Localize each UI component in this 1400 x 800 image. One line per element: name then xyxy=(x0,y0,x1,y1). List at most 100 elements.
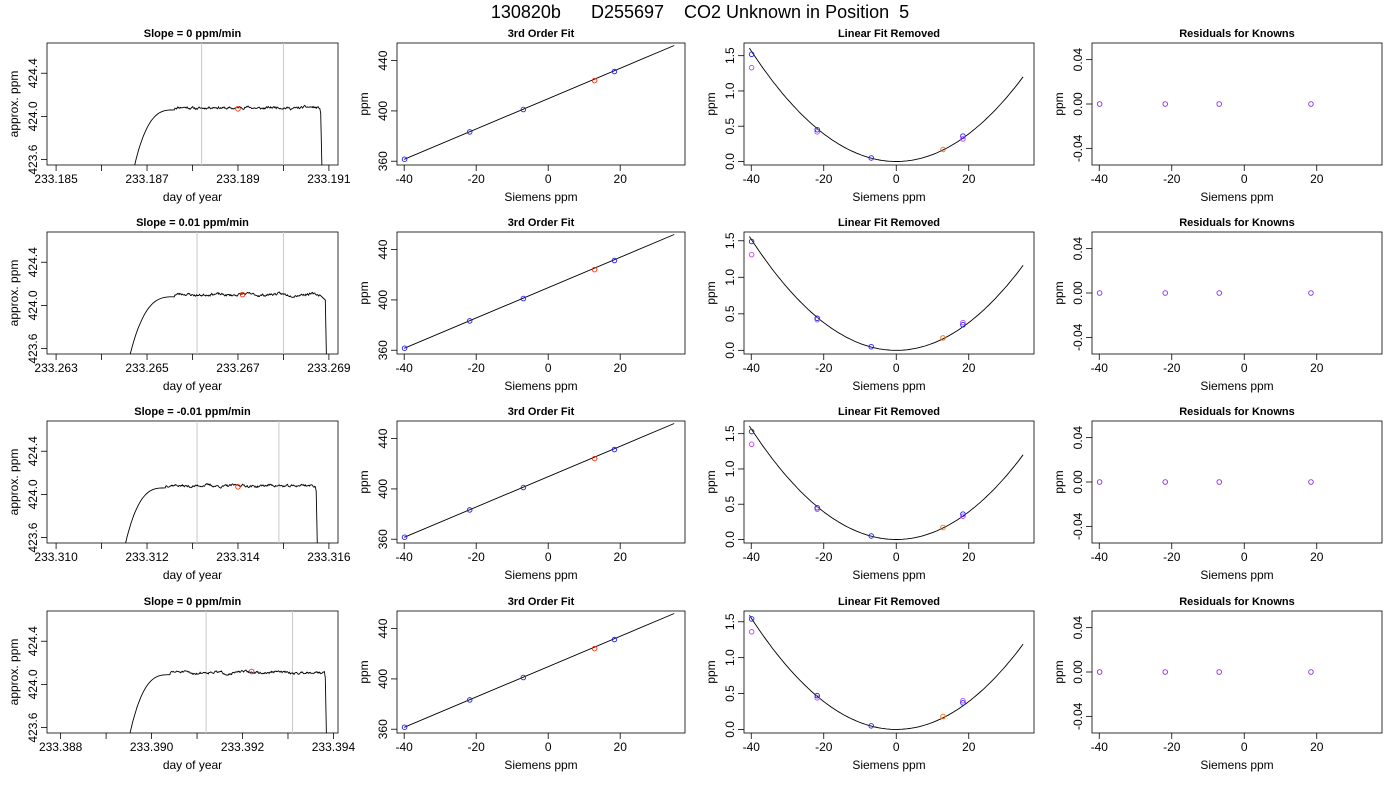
y-tick-label: 1.5 xyxy=(723,613,737,630)
y-tick-label: 424.4 xyxy=(26,626,40,656)
x-tick-label: 0 xyxy=(893,740,900,754)
panel-title: 3rd Order Fit xyxy=(508,217,575,229)
panel-title: Residuals for Knowns xyxy=(1179,406,1295,418)
x-tick-label: 233.185 xyxy=(34,172,78,186)
plot-frame xyxy=(396,610,686,734)
x-tick-label: -20 xyxy=(1163,740,1181,754)
known-point xyxy=(960,133,966,139)
unknown-point xyxy=(940,146,946,153)
plot-area xyxy=(1096,101,1314,107)
x-tick-label: 233.263 xyxy=(34,361,78,375)
known-point xyxy=(520,295,527,302)
y-axis-label: ppm xyxy=(1052,281,1066,304)
y-axis-label: approx. ppm xyxy=(7,260,21,327)
y-tick-label: 400 xyxy=(376,479,390,499)
residual-point xyxy=(1162,290,1168,296)
x-axis-label: day of year xyxy=(163,758,222,772)
x-tick-label: -20 xyxy=(1163,172,1181,186)
x-tick-label: 20 xyxy=(1310,740,1324,754)
x-axis-label: Siemens ppm xyxy=(1200,379,1273,393)
y-axis-label: ppm xyxy=(357,281,371,304)
x-tick-label: 233.388 xyxy=(39,740,83,754)
x-tick-label: -40 xyxy=(743,740,761,754)
plot-area xyxy=(401,45,675,162)
residual-point xyxy=(1216,479,1222,485)
measured-point xyxy=(239,291,246,298)
x-tick-label: 0 xyxy=(545,740,552,754)
x-axis-label: Siemens ppm xyxy=(1200,190,1273,204)
y-tick-label: 1.0 xyxy=(723,649,737,666)
ppm-trace-line xyxy=(129,291,327,354)
timeseries-panel-2: Slope = -0.01 ppm/min 233.310 233.312 233.3… xyxy=(7,406,351,582)
y-axis-label: ppm xyxy=(1052,660,1066,683)
y-tick-label: 0.00 xyxy=(1071,281,1085,305)
y-tick-label: 400 xyxy=(376,101,390,121)
y-tick-label: -0.04 xyxy=(1071,323,1085,351)
known-point xyxy=(401,345,408,351)
x-tick-label: -40 xyxy=(1091,550,1109,564)
residual-point xyxy=(1216,290,1222,296)
residual-point xyxy=(1096,101,1103,107)
x-tick-label: -20 xyxy=(468,172,486,186)
known-point xyxy=(466,697,473,703)
x-axis-label: day of year xyxy=(163,379,222,393)
fit-line xyxy=(404,423,675,538)
x-tick-label: 233.269 xyxy=(307,361,351,375)
unknown-point xyxy=(591,77,598,84)
fit-panel-1: 3rd Order Fit -40 -20 0 20 360 400 440 Siemens p… xyxy=(357,217,686,393)
panel-title: Slope = -0.01 ppm/min xyxy=(134,406,251,418)
y-axis-label: ppm xyxy=(357,92,371,115)
linear_removed-panel-1: Linear Fit Removed -40 -20 0 20 0.0 0.5 1.0 1.5 S… xyxy=(704,217,1035,393)
known-point xyxy=(814,315,820,321)
x-tick-label: 0 xyxy=(545,550,552,564)
x-axis-label: Siemens ppm xyxy=(852,379,925,393)
x-axis-label: day of year xyxy=(163,568,222,582)
x-tick-label: 0 xyxy=(1241,740,1248,754)
y-tick-label: 0.04 xyxy=(1071,616,1085,640)
y-tick-label: 1.5 xyxy=(723,425,737,442)
y-tick-label: 0.5 xyxy=(723,496,737,513)
x-tick-label: 233.316 xyxy=(307,550,351,564)
known-point xyxy=(748,51,755,58)
y-axis-label: approx. ppm xyxy=(7,71,21,138)
y-tick-label: 0.0 xyxy=(723,531,737,548)
x-tick-label: -20 xyxy=(815,550,833,564)
x-tick-label: 20 xyxy=(1310,172,1324,186)
residual-point xyxy=(1308,290,1314,296)
y-tick-label: 1.5 xyxy=(723,47,737,64)
plot-area xyxy=(1096,479,1314,485)
x-tick-label: -40 xyxy=(743,361,761,375)
x-tick-label: -20 xyxy=(1163,361,1181,375)
x-tick-label: -20 xyxy=(815,361,833,375)
known-point xyxy=(868,155,874,161)
known-point xyxy=(748,238,755,245)
y-tick-label: 0.0 xyxy=(723,342,737,359)
y-tick-label: -0.04 xyxy=(1071,512,1085,540)
known-point xyxy=(748,616,755,622)
x-tick-label: 0 xyxy=(545,361,552,375)
y-tick-label: 424.4 xyxy=(26,58,40,88)
y-tick-label: 1.0 xyxy=(723,460,737,477)
known-point xyxy=(868,723,874,729)
known-point xyxy=(960,511,966,517)
quadratic-fit-curve xyxy=(749,236,1024,351)
residual-point xyxy=(1096,479,1103,485)
y-tick-label: 0.04 xyxy=(1071,237,1085,261)
y-tick-label: 360 xyxy=(376,340,390,360)
plot-area xyxy=(748,47,1024,162)
plot-area xyxy=(748,614,1024,730)
y-axis-label: ppm xyxy=(704,470,718,493)
unknown-point xyxy=(591,455,598,462)
x-tick-label: 0 xyxy=(1241,550,1248,564)
alt-point xyxy=(748,251,755,258)
y-axis-label: ppm xyxy=(357,470,371,493)
quadratic-fit-curve xyxy=(749,425,1024,540)
residuals-panel-3: Residuals for Knowns -40 -20 0 20 -0.04 0.00 0.… xyxy=(1052,596,1383,772)
x-axis-label: day of year xyxy=(163,190,222,204)
y-tick-label: 440 xyxy=(376,428,390,448)
plot-area xyxy=(134,43,323,165)
panel-title: 3rd Order Fit xyxy=(508,28,575,40)
residual-point xyxy=(1096,290,1103,296)
plot-frame xyxy=(396,42,686,166)
plot-frame xyxy=(396,420,686,544)
